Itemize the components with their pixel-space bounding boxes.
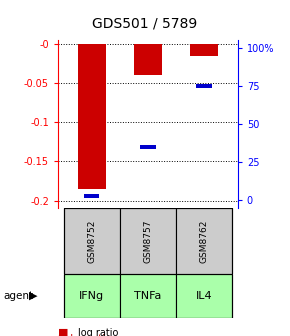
Text: ■: ■ <box>58 328 68 336</box>
Text: GDS501 / 5789: GDS501 / 5789 <box>93 16 197 31</box>
Text: IL4: IL4 <box>196 291 212 301</box>
Bar <box>64 208 120 274</box>
Text: ■ log ratio: ■ log ratio <box>58 334 111 336</box>
Text: GSM8752: GSM8752 <box>87 219 96 263</box>
Bar <box>196 84 212 88</box>
Text: GSM8762: GSM8762 <box>200 219 209 263</box>
Bar <box>190 44 218 56</box>
Bar <box>64 274 120 318</box>
Text: agent: agent <box>3 291 33 301</box>
Text: log ratio: log ratio <box>78 328 119 336</box>
Bar <box>176 274 232 318</box>
Text: ▶: ▶ <box>29 291 38 301</box>
Bar <box>134 44 162 76</box>
Bar <box>84 194 99 198</box>
Text: GSM8757: GSM8757 <box>143 219 153 263</box>
Text: IFNg: IFNg <box>79 291 104 301</box>
Bar <box>78 44 106 189</box>
Bar <box>120 274 176 318</box>
Bar <box>140 145 156 149</box>
Bar <box>176 208 232 274</box>
Bar <box>120 208 176 274</box>
Text: TNFa: TNFa <box>134 291 162 301</box>
